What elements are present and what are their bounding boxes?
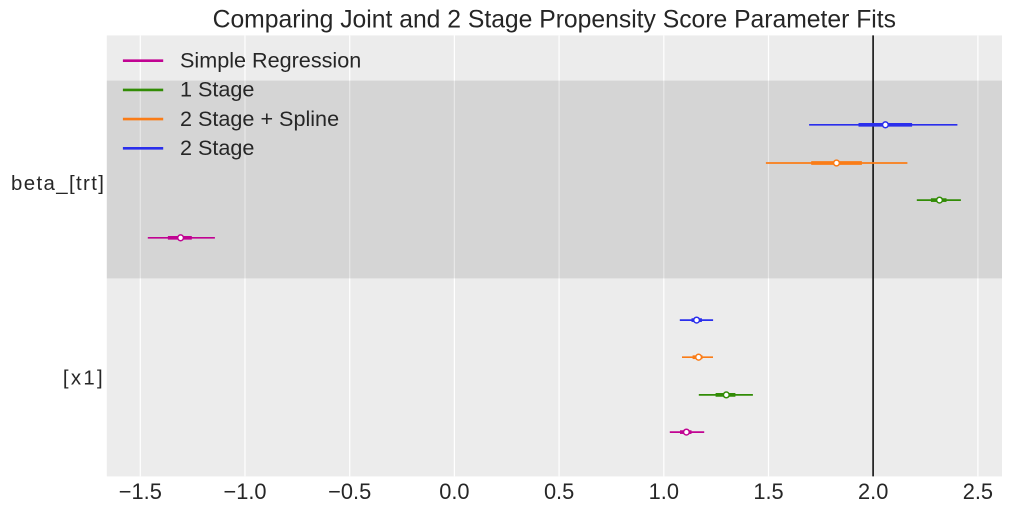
svg-text:0.5: 0.5 (544, 479, 574, 504)
svg-text:0.0: 0.0 (439, 479, 469, 504)
svg-text:Comparing Joint and 2 Stage Pr: Comparing Joint and 2 Stage Propensity S… (213, 6, 896, 33)
svg-text:−0.5: −0.5 (328, 479, 371, 504)
svg-text:−1.0: −1.0 (223, 479, 266, 504)
svg-text:1.5: 1.5 (753, 479, 783, 504)
svg-text:[x1]: [x1] (63, 368, 105, 390)
svg-text:2 Stage + Spline: 2 Stage + Spline (180, 106, 339, 131)
svg-text:2.5: 2.5 (963, 479, 993, 504)
svg-text:2.0: 2.0 (858, 479, 888, 504)
svg-text:2 Stage: 2 Stage (180, 135, 254, 160)
svg-text:1 Stage: 1 Stage (180, 77, 254, 102)
svg-text:Simple Regression: Simple Regression (180, 48, 361, 73)
svg-text:beta_[trt]: beta_[trt] (11, 173, 105, 195)
svg-text:−1.5: −1.5 (119, 479, 162, 504)
svg-text:1.0: 1.0 (649, 479, 679, 504)
